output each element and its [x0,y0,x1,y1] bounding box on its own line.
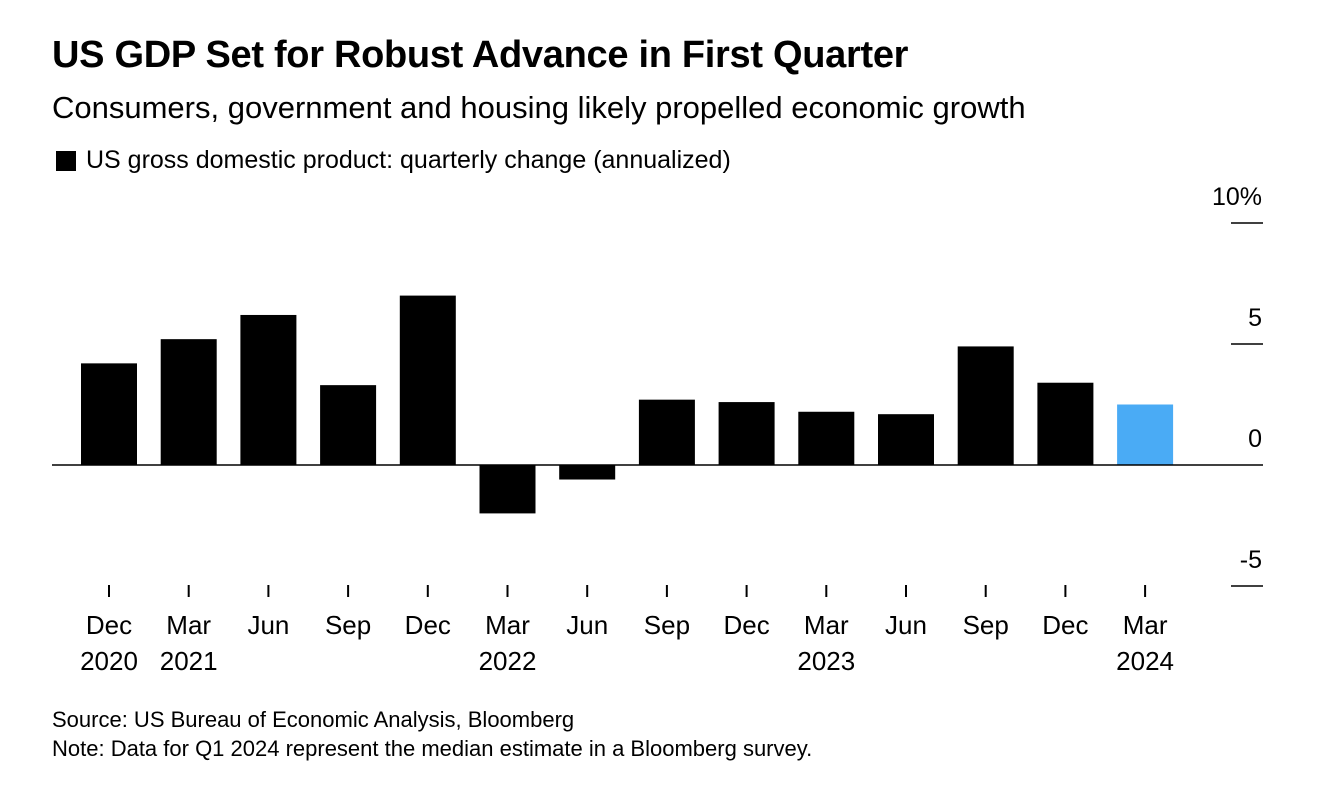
chart-subtitle: Consumers, government and housing likely… [52,90,1026,125]
x-axis-month-label: Sep [644,610,690,640]
x-axis-month-label: Mar [166,610,211,640]
x-axis-year-label: 2022 [479,646,537,676]
legend: US gross domestic product: quarterly cha… [56,146,731,175]
x-axis-month-label: Dec [405,610,451,640]
bar [878,414,934,465]
x-axis-year-label: 2021 [160,646,218,676]
bar [479,465,536,514]
bar [1037,382,1094,465]
x-axis-month-label: Dec [86,610,132,640]
y-axis-tick-label: -5 [1240,546,1262,574]
y-axis-tick-label: 0 [1248,425,1262,453]
x-axis-month-label: Mar [804,610,849,640]
bar [160,339,217,465]
bar [320,385,377,465]
x-axis-month-label: Jun [885,610,927,640]
bar [718,402,775,465]
bar [638,399,695,465]
chart-title: US GDP Set for Robust Advance in First Q… [52,34,909,76]
legend-label: US gross domestic product: quarterly cha… [86,146,731,174]
legend-swatch [56,150,76,171]
bar [399,295,456,465]
x-axis-month-label: Mar [1123,610,1168,640]
x-axis-year-label: 2024 [1116,646,1174,676]
y-axis-tick-label: 5 [1248,304,1262,332]
x-axis-month-label: Jun [566,610,608,640]
bar [1117,404,1174,465]
x-axis-year-label: 2020 [80,646,138,676]
bar [81,363,137,465]
footer: Source: US Bureau of Economic Analysis, … [52,705,812,763]
x-axis-month-label: Sep [963,610,1009,640]
bar [559,465,616,480]
bar [240,314,297,465]
estimate-note: Note: Data for Q1 2024 represent the med… [52,736,813,761]
x-axis-month-label: Mar [485,610,530,640]
x-axis-year-label: 2023 [797,646,855,676]
x-axis-month-label: Dec [1042,610,1088,640]
x-axis-month-label: Jun [247,610,289,640]
source-note: Source: US Bureau of Economic Analysis, … [52,707,575,732]
x-axis-month-label: Dec [723,610,769,640]
bar [957,346,1014,465]
bar [798,411,855,465]
y-axis-tick-label: 10% [1212,183,1262,211]
x-axis-month-label: Sep [325,610,371,640]
